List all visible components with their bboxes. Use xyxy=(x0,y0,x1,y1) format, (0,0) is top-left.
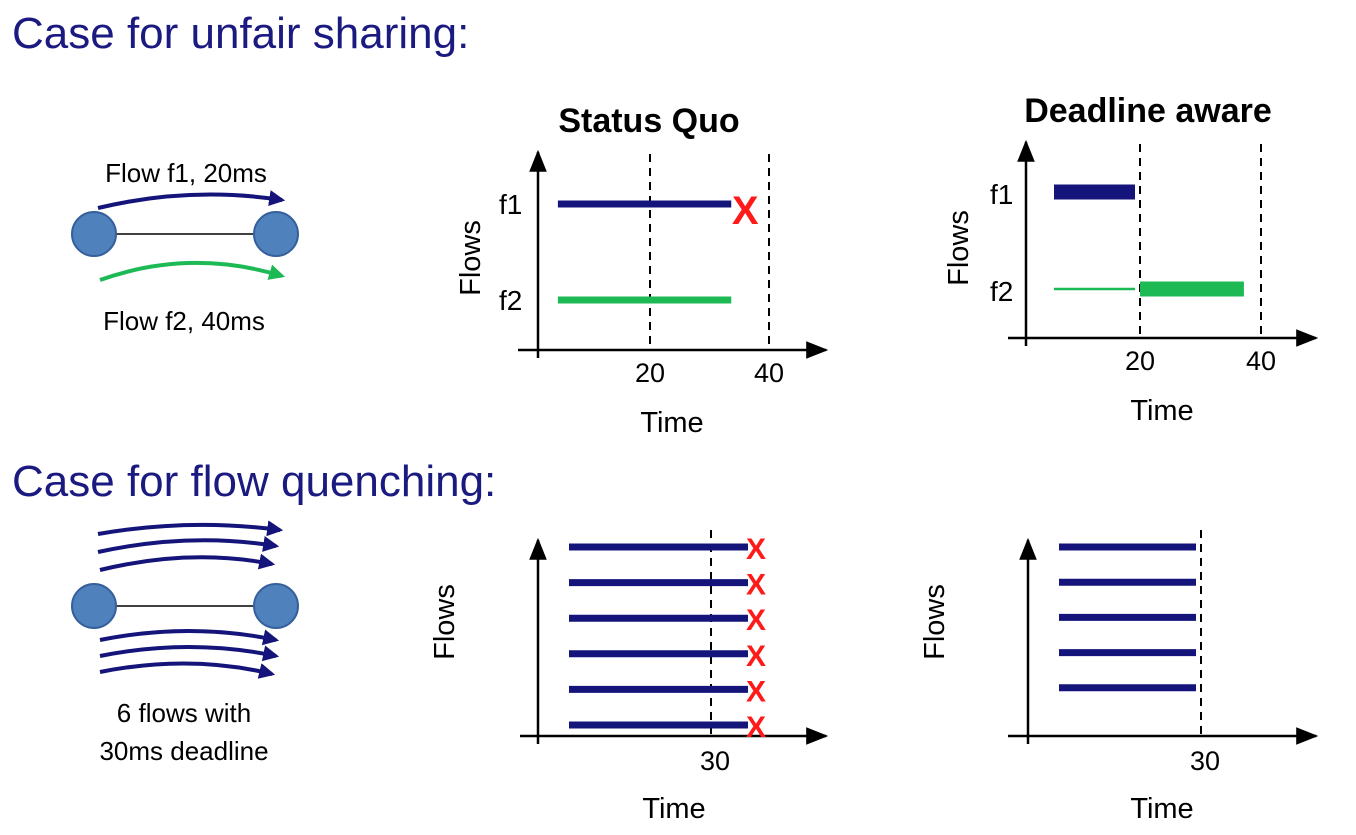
flow-arrow-bottom-3 xyxy=(99,661,276,679)
flow-arrow-top-3 xyxy=(99,553,276,572)
destination-node xyxy=(253,211,299,257)
chart-title-deadline-aware: Deadline aware xyxy=(1024,92,1272,130)
flow1-arrow xyxy=(97,190,286,210)
network-diagram-1: Flow f1, 20ms Flow f2, 40ms xyxy=(71,158,299,336)
chart-status-quo-unfair: Status Quo Flows Time 20 40 f1 Xf2 xyxy=(455,102,829,439)
chart-title-status-quo: Status Quo xyxy=(558,102,739,140)
y-axis-label: Flows xyxy=(429,584,461,660)
chart-deadline-aware-unfair: Deadline aware Flows Time 20 40 f1 f2 xyxy=(943,92,1319,427)
y-axis-label: Flows xyxy=(943,210,975,286)
x-tick-30: 30 xyxy=(700,746,730,776)
flow-label-f1: f1 xyxy=(499,189,522,220)
missed-deadline-mark-4: X xyxy=(746,640,766,673)
flow-arrow-top-1 xyxy=(97,520,284,537)
y-axis-label: Flows xyxy=(919,584,951,660)
x-tick-20: 20 xyxy=(1125,346,1155,376)
source-node xyxy=(71,583,117,629)
x-axis-label: Time xyxy=(642,793,705,825)
x-axis-label: Time xyxy=(1130,793,1193,825)
y-axis-label: Flows xyxy=(455,220,487,296)
flow-arrow-bottom-1 xyxy=(99,629,280,646)
caption-line-1: 6 flows with xyxy=(117,698,251,728)
destination-node xyxy=(253,583,299,629)
network-diagram-2: 6 flows with 30ms deadline xyxy=(71,520,299,766)
flow-label-f1: f1 xyxy=(990,179,1013,210)
missed-deadline-mark-f1: X xyxy=(732,189,759,233)
x-axis-label: Time xyxy=(640,407,703,439)
x-tick-20: 20 xyxy=(635,358,665,388)
flow-arrow-top-2 xyxy=(97,536,280,554)
flow-label-f2: f2 xyxy=(499,285,522,316)
missed-deadline-mark-3: X xyxy=(746,604,766,637)
x-axis-label: Time xyxy=(1130,395,1193,427)
missed-deadline-mark-5: X xyxy=(746,675,766,708)
section2-heading: Case for flow quenching: xyxy=(12,457,496,506)
flow2-label: Flow f2, 40ms xyxy=(103,306,265,336)
flow2-arrow xyxy=(99,261,286,282)
chart-deadline-aware-quenching: Flows Time 30 xyxy=(919,530,1319,825)
x-tick-40: 40 xyxy=(1246,346,1276,376)
x-tick-30: 30 xyxy=(1190,746,1220,776)
flow-arrow-bottom-2 xyxy=(99,645,280,662)
missed-deadline-mark-1: X xyxy=(746,533,766,566)
flow1-label: Flow f1, 20ms xyxy=(105,158,267,188)
x-tick-40: 40 xyxy=(754,358,784,388)
caption-line-2: 30ms deadline xyxy=(99,736,268,766)
missed-deadline-mark-6: X xyxy=(746,711,766,744)
source-node xyxy=(71,211,117,257)
missed-deadline-mark-2: X xyxy=(746,569,766,602)
flow-label-f2: f2 xyxy=(990,276,1013,307)
section1-heading: Case for unfair sharing: xyxy=(12,9,469,58)
